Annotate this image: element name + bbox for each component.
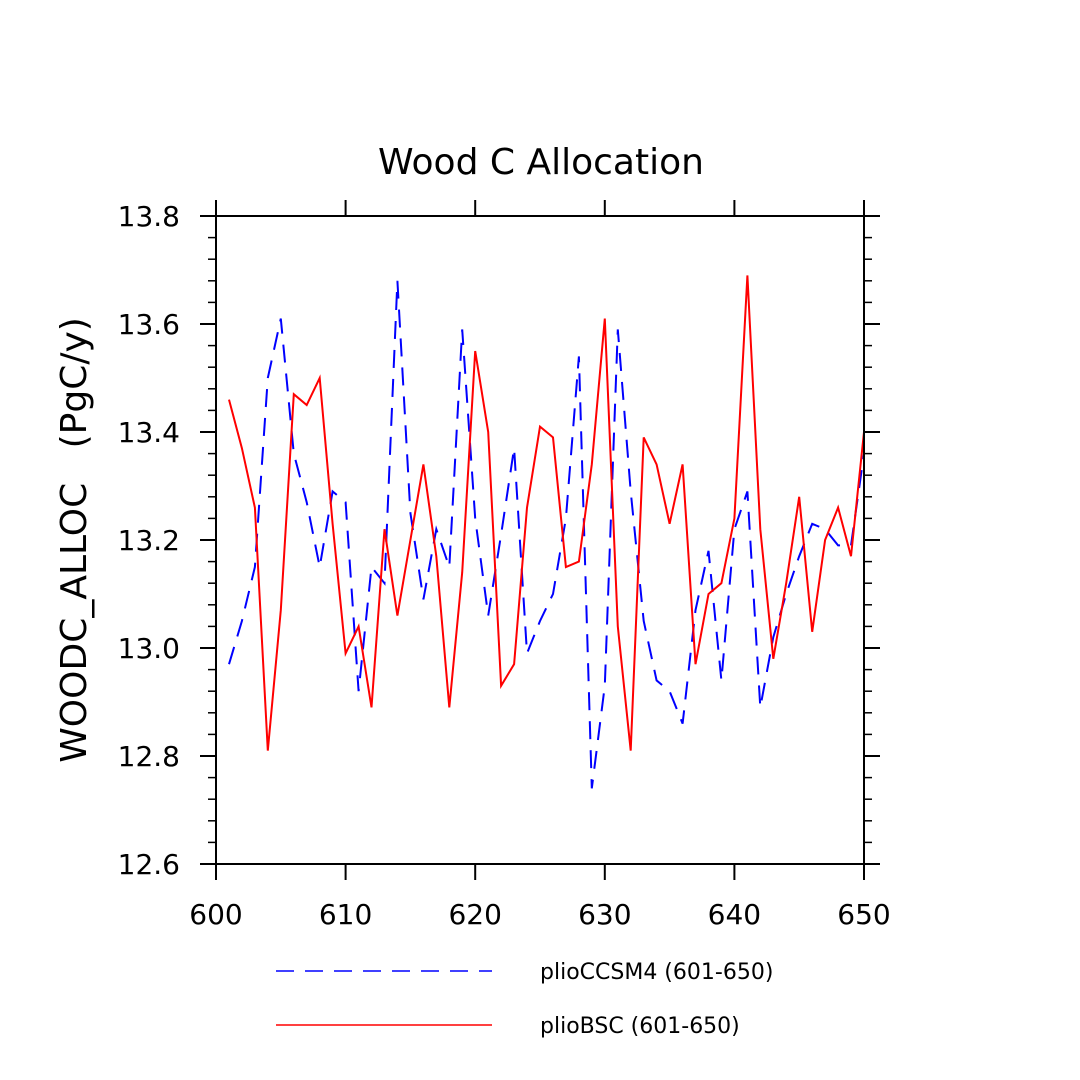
y-tick-label: 13.0 <box>118 632 180 665</box>
x-tick-label: 650 <box>837 898 890 931</box>
y-tick-label: 12.6 <box>118 848 180 881</box>
x-tick-label: 630 <box>578 898 631 931</box>
series-line-1 <box>228 275 865 751</box>
x-tick-label: 640 <box>708 898 761 931</box>
axis-ticks <box>200 200 880 880</box>
series-line-0 <box>228 280 865 789</box>
x-tick-label: 620 <box>448 898 501 931</box>
legend: plioCCSM4 (601-650) plioBSC (601-650) <box>276 960 773 1039</box>
y-tick-label: 13.4 <box>118 416 180 449</box>
y-tick-label: 13.2 <box>118 524 180 557</box>
x-tick-labels: 600 610 620 630 640 650 <box>189 898 890 931</box>
y-tick-label: 13.6 <box>118 308 180 341</box>
x-tick-label: 610 <box>319 898 372 931</box>
plot-frame <box>215 215 865 865</box>
chart-title: Wood C Allocation <box>378 142 704 183</box>
y-tick-label: 12.8 <box>118 740 180 773</box>
y-tick-labels: 12.6 12.8 13.0 13.2 13.4 13.6 13.8 <box>118 200 180 881</box>
y-tick-label: 13.8 <box>118 200 180 233</box>
plot-lines <box>228 275 865 789</box>
y-axis-label: WOODC_ALLOC (PgC/y) <box>54 317 95 763</box>
legend-label-1: plioBSC (601-650) <box>540 1014 740 1039</box>
x-tick-label: 600 <box>189 898 242 931</box>
legend-label-0: plioCCSM4 (601-650) <box>540 960 773 985</box>
